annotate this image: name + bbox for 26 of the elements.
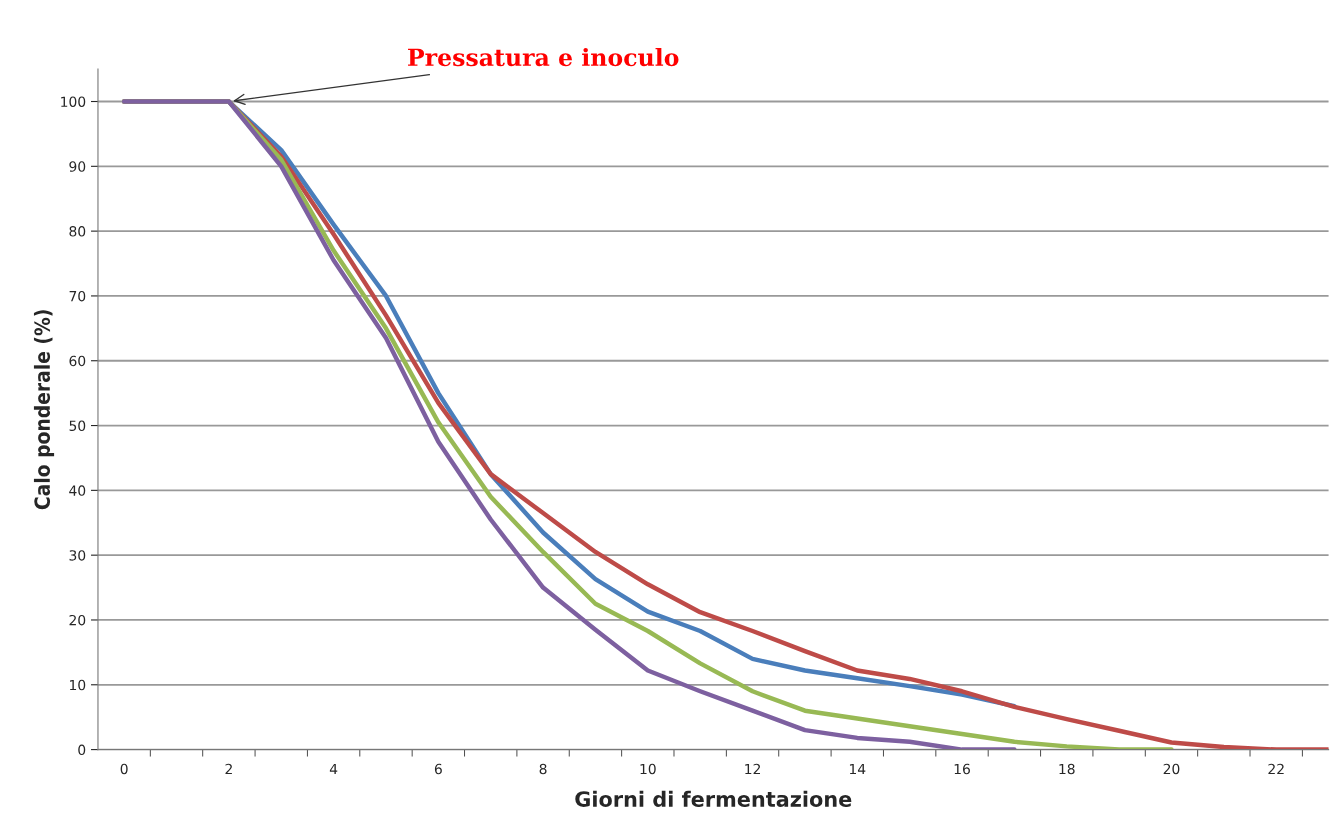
y-tick-label: 30 <box>69 550 86 561</box>
x-tick-label: 10 <box>640 763 656 775</box>
y-axis-title: Calo ponderale (%) <box>33 310 55 510</box>
x-tick-label: 16 <box>954 763 970 775</box>
y-tick-label: 50 <box>69 420 86 432</box>
x-tick-label: 6 <box>434 763 442 775</box>
x-tick-label: 20 <box>1163 763 1180 775</box>
y-tick-label: 60 <box>69 355 86 367</box>
x-tick-label: 14 <box>849 763 866 775</box>
y-tick-label: 20 <box>69 614 86 626</box>
x-tick-label: 8 <box>539 763 547 775</box>
x-tick-label: 22 <box>1268 763 1284 775</box>
y-tick-label: 70 <box>69 290 86 302</box>
y-tick-label: 90 <box>69 161 86 172</box>
y-tick-label: 80 <box>69 226 86 237</box>
x-tick-label: 12 <box>745 763 760 775</box>
x-tick-label: 2 <box>225 763 232 775</box>
y-tick-label: 40 <box>69 485 86 496</box>
annotation: Pressatura e inoculo <box>408 47 679 67</box>
x-tick-label: 0 <box>120 763 128 775</box>
y-tick-label: 10 <box>70 679 86 691</box>
y-tick-label: 0 <box>78 744 86 756</box>
x-tick-label: 18 <box>1059 763 1075 775</box>
x-axis-title: Giorni di fermentazione <box>575 790 852 807</box>
x-tick-label: 4 <box>329 763 338 775</box>
y-tick-label: 100 <box>61 96 86 107</box>
